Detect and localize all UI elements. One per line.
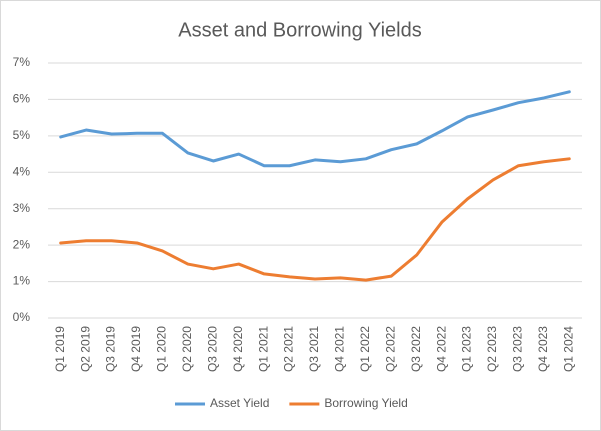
x-tick-label: Q2 2023 [485, 326, 499, 372]
y-tick-label: 4% [13, 164, 31, 178]
series-line [59, 157, 571, 282]
x-tick-label: Q1 2024 [561, 326, 575, 372]
x-tick-label: Q1 2019 [53, 326, 67, 372]
x-tick-label: Q1 2020 [155, 326, 169, 372]
y-tick-label: 2% [13, 237, 31, 251]
y-tick-label: 1% [13, 274, 31, 288]
x-tick-label: Q3 2022 [409, 326, 423, 372]
y-tick-label: 3% [13, 201, 31, 215]
x-tick-label: Q4 2023 [536, 326, 550, 372]
series-line [59, 90, 571, 168]
x-tick-label: Q2 2021 [282, 326, 296, 372]
x-tick-label: Q3 2019 [104, 326, 118, 372]
y-tick-label: 5% [13, 128, 31, 142]
x-tick-label: Q3 2020 [205, 326, 219, 372]
y-tick-label: 0% [13, 310, 31, 324]
legend-label: Borrowing Yield [324, 396, 407, 410]
x-tick-label: Q4 2019 [129, 326, 143, 372]
x-tick-label: Q2 2022 [383, 326, 397, 372]
x-tick-label: Q1 2023 [460, 326, 474, 372]
y-tick-label: 6% [13, 92, 31, 106]
x-tick-label: Q3 2021 [307, 326, 321, 372]
x-tick-label: Q1 2021 [256, 326, 270, 372]
chart-title: Asset and Borrowing Yields [178, 19, 421, 41]
x-tick-label: Q3 2023 [511, 326, 525, 372]
x-tick-label: Q4 2022 [434, 326, 448, 372]
x-tick-label: Q4 2020 [231, 326, 245, 372]
x-tick-label: Q2 2020 [180, 326, 194, 372]
x-tick-label: Q4 2021 [333, 326, 347, 372]
x-tick-label: Q1 2022 [358, 326, 372, 372]
legend-label: Asset Yield [210, 396, 269, 410]
y-tick-label: 7% [13, 55, 31, 69]
x-tick-label: Q2 2019 [78, 326, 92, 372]
